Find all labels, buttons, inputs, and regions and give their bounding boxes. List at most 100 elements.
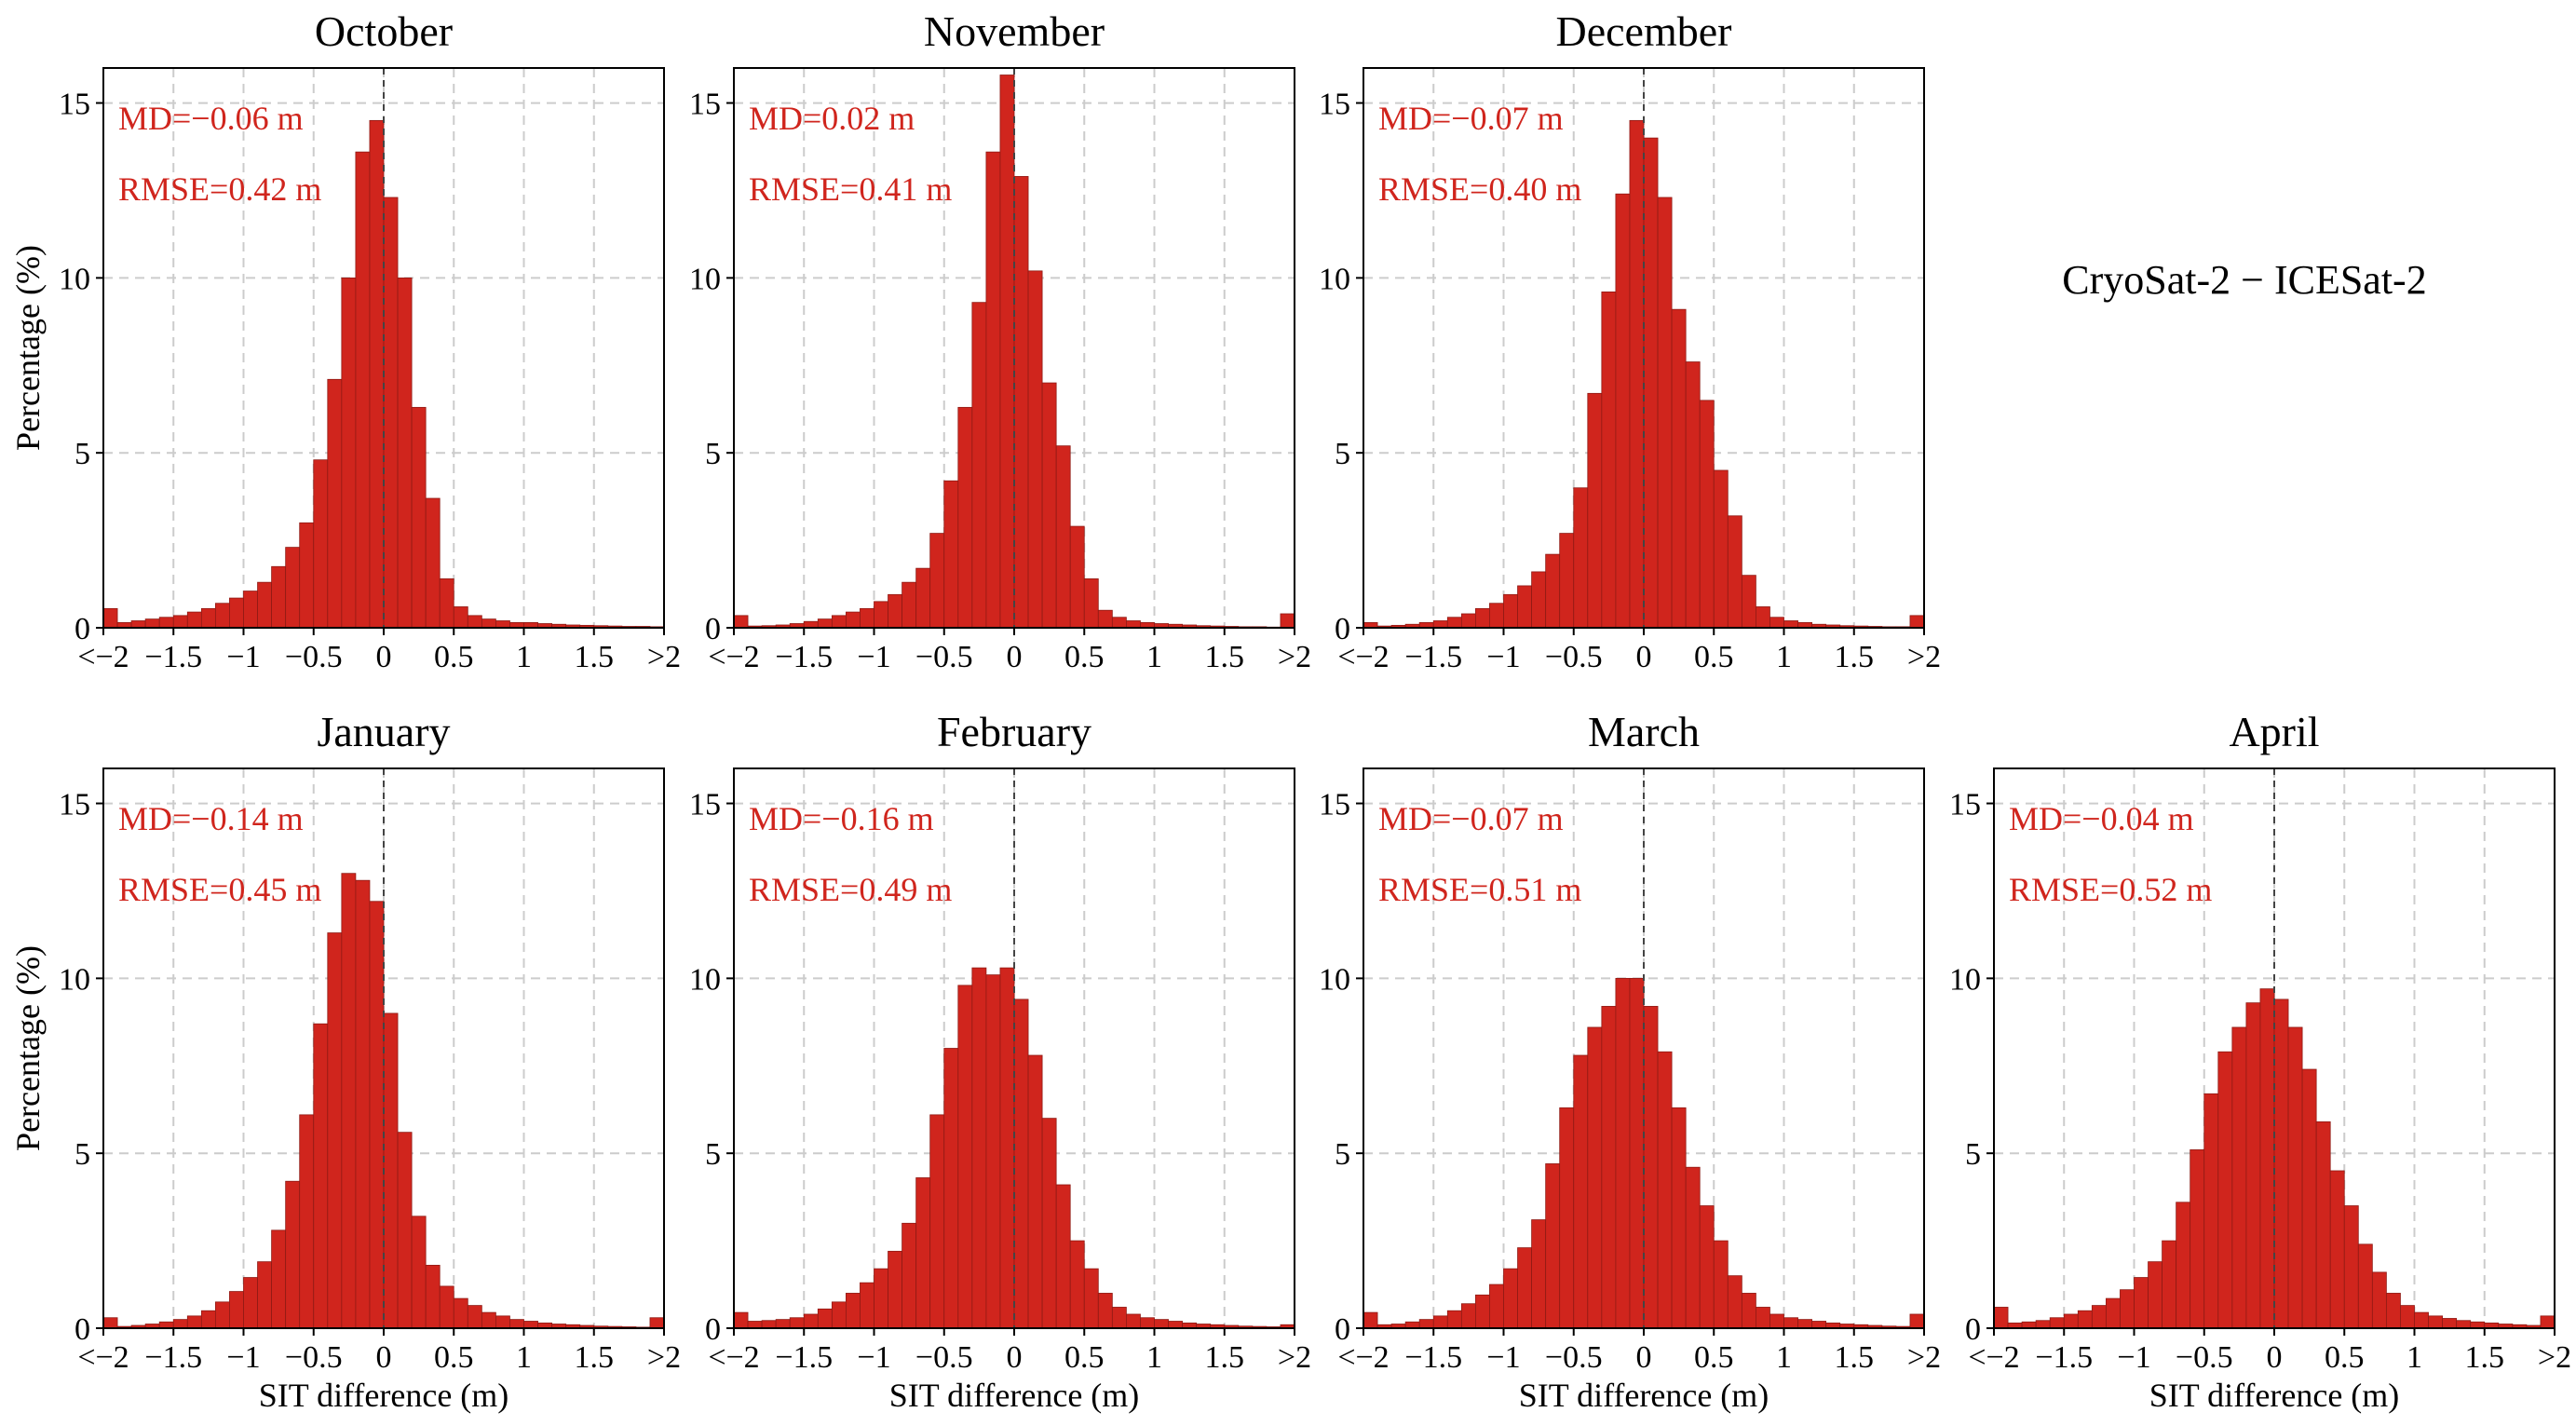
chart-title: March: [1588, 708, 1700, 755]
histogram-bar: [495, 620, 510, 629]
histogram-bar: [943, 480, 959, 629]
histogram-bar: [1685, 361, 1701, 629]
md-annotation: MD=−0.04 m: [2009, 800, 2194, 837]
y-axis-label: Percentage (%): [9, 245, 47, 451]
rmse-annotation: RMSE=0.45 m: [118, 871, 321, 908]
x-tick-label: 0.5: [1694, 1340, 1734, 1375]
histogram-bar: [397, 277, 413, 629]
histogram-bar: [874, 601, 888, 629]
histogram-bar: [439, 578, 454, 629]
x-tick-label: −0.5: [915, 640, 973, 674]
histogram-bar: [1503, 1268, 1518, 1329]
md-annotation: MD=−0.07 m: [1378, 800, 1564, 837]
histogram-bar: [1363, 1311, 1378, 1329]
histogram-bar: [1517, 585, 1533, 629]
histogram-bar: [860, 1282, 874, 1329]
x-tick-label: −0.5: [2176, 1340, 2233, 1375]
histogram-bar: [1027, 1054, 1043, 1329]
chart-december: 0 5 10 15 <−2 −1.5 −1 −0.5 0 0.5 1 1.5 >2 December MD=…: [1319, 7, 1941, 674]
histogram-bar: [2035, 1320, 2051, 1329]
y-tick-label: 15: [1949, 788, 1981, 822]
md-annotation: MD=−0.06 m: [118, 100, 304, 137]
histogram-bar: [355, 879, 371, 1329]
x-tick-label: <−2: [77, 640, 129, 674]
x-tick-label: 1.5: [1835, 640, 1875, 674]
x-tick-label: −0.5: [285, 640, 343, 674]
chart-february: 0 5 10 15 <−2 −1.5 −1 −0.5 0 0.5 1 1.5 >2 February MD=…: [689, 708, 1311, 1414]
histogram-bar: [1629, 977, 1645, 1329]
histogram-bar: [985, 151, 1001, 629]
md-annotation: MD=−0.14 m: [118, 800, 304, 837]
x-tick-label: −1.5: [144, 640, 202, 674]
histogram-bar: [846, 611, 861, 629]
rmse-annotation: RMSE=0.51 m: [1378, 871, 1581, 908]
y-tick-label: 15: [1319, 88, 1350, 122]
histogram-bar: [355, 151, 371, 629]
y-tick-label: 5: [705, 1137, 721, 1172]
histogram-bar: [1993, 1307, 2009, 1329]
histogram-bar: [271, 1229, 287, 1329]
y-tick-label: 0: [75, 1312, 90, 1347]
histogram-bar: [1727, 515, 1742, 629]
histogram-bar: [200, 607, 216, 629]
y-tick-label: 10: [689, 262, 721, 296]
histogram-bar: [2021, 1321, 2037, 1329]
histogram-bar: [425, 497, 441, 629]
histogram-bar: [1475, 1294, 1490, 1329]
y-tick-label: 5: [1965, 1137, 1981, 1172]
histogram-bar: [1741, 1293, 1756, 1329]
histogram-bar: [1756, 1307, 1770, 1329]
histogram-bar: [369, 119, 385, 629]
histogram-bar: [2428, 1315, 2444, 1329]
x-tick-label: −1: [857, 640, 890, 674]
histogram-bar: [1587, 1026, 1603, 1329]
histogram-bar: [1503, 593, 1518, 629]
histogram-bar: [803, 620, 819, 629]
histogram-bar: [2217, 1051, 2233, 1329]
histogram-bar: [1013, 176, 1029, 629]
histogram-bar: [1126, 1313, 1141, 1329]
histogram-bar: [1783, 620, 1798, 629]
y-axis-label: Percentage (%): [9, 945, 47, 1151]
histogram-bar: [172, 615, 188, 629]
histogram-bar: [383, 197, 399, 629]
histogram-bar: [1601, 291, 1617, 629]
histogram-bar: [523, 1321, 538, 1329]
histogram-bar: [1097, 609, 1113, 629]
x-tick-label: −1: [226, 1340, 260, 1375]
x-tick-label: 0: [1007, 640, 1023, 674]
y-tick-label: 10: [1319, 962, 1350, 997]
x-axis-label: SIT difference (m): [2149, 1377, 2400, 1414]
histogram-bar: [1489, 603, 1504, 629]
histogram-bar: [1741, 575, 1756, 629]
histogram-bar: [214, 603, 230, 629]
histogram-bar: [888, 1250, 902, 1329]
y-tick-label: 10: [689, 962, 721, 997]
histogram-bar: [957, 985, 973, 1329]
x-tick-label: 0: [1007, 1340, 1023, 1375]
histogram-bar: [327, 378, 343, 629]
x-tick-label: 1.5: [575, 1340, 615, 1375]
histogram-bar: [1069, 525, 1085, 629]
histogram-bar: [2203, 1093, 2219, 1329]
histogram-bar: [2162, 1240, 2177, 1329]
chart-title: November: [924, 7, 1105, 55]
x-tick-label: 0: [376, 640, 392, 674]
histogram-bar: [985, 974, 1001, 1329]
x-tick-label: <−2: [1337, 640, 1389, 674]
histogram-bar: [411, 406, 427, 629]
histogram-bar: [1446, 617, 1462, 629]
x-tick-label: 1: [516, 640, 532, 674]
x-tick-label: 1.5: [2465, 1340, 2505, 1375]
x-tick-label: >2: [1278, 640, 1311, 674]
x-tick-label: −1.5: [775, 640, 833, 674]
histogram-bar: [2456, 1320, 2472, 1329]
figure-label: CryoSat-2 − ICESat-2: [2062, 257, 2426, 303]
histogram-bar: [1041, 382, 1057, 629]
histogram-bar: [1140, 1317, 1155, 1329]
histogram-bar: [1811, 1321, 1827, 1329]
y-tick-label: 15: [59, 88, 90, 122]
histogram-bar: [313, 1023, 329, 1329]
x-tick-label: −0.5: [915, 1340, 973, 1375]
x-tick-label: 1: [1146, 1340, 1162, 1375]
